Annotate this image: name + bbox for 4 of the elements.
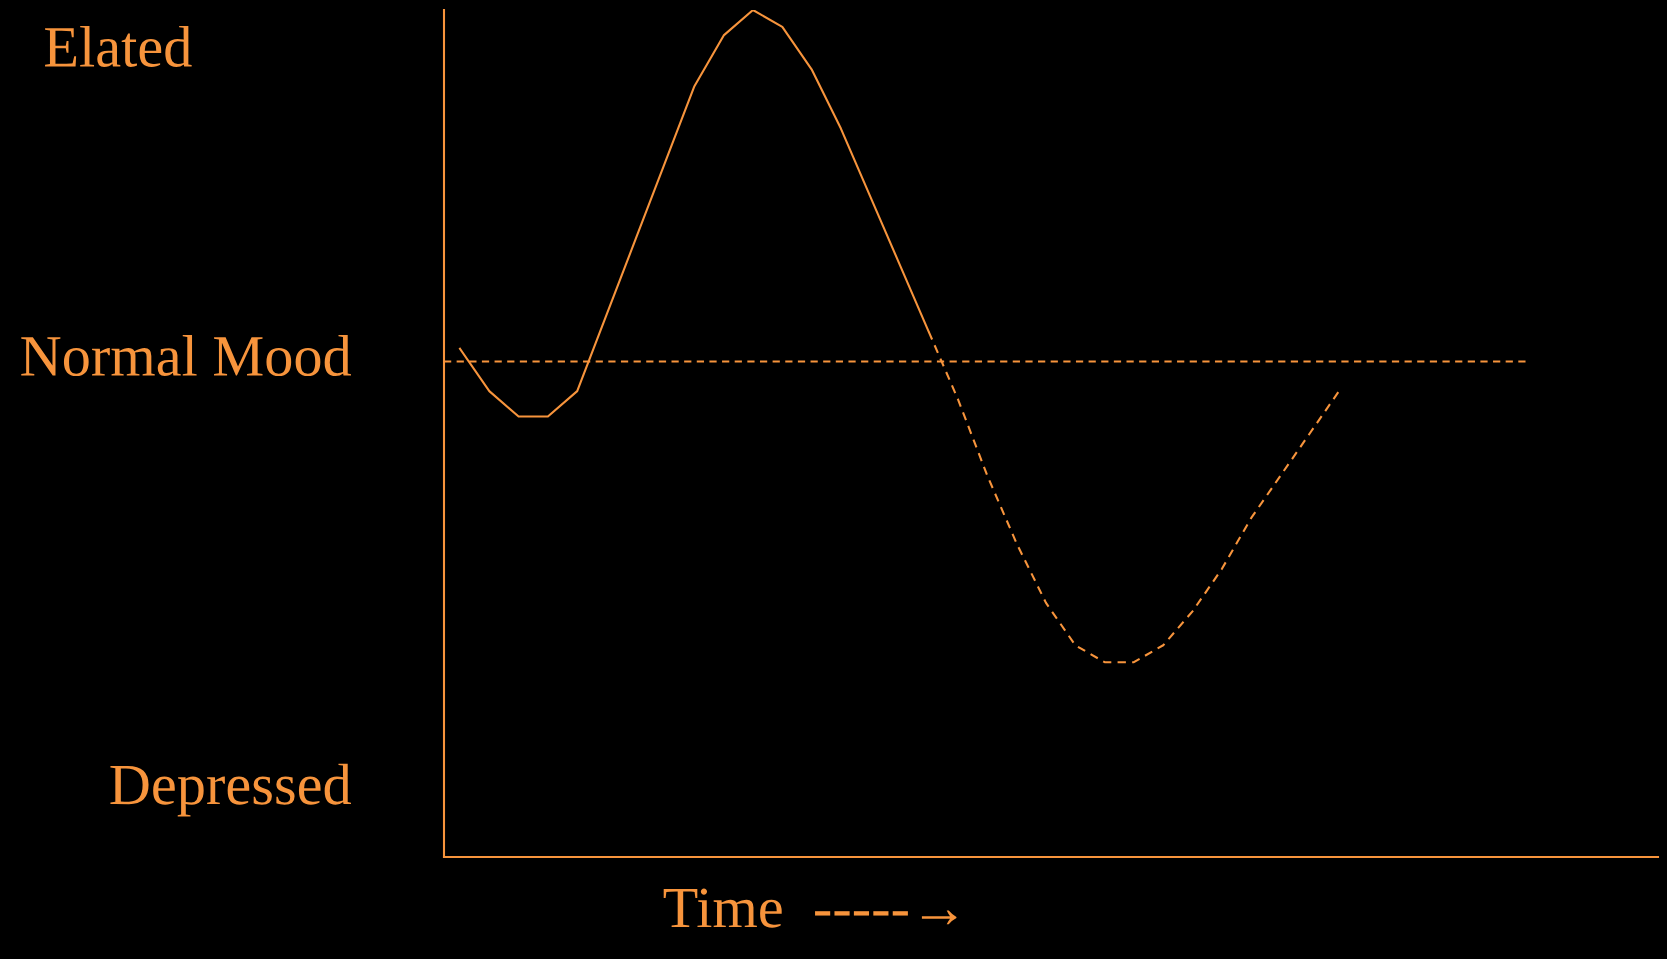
text: Elated	[45, 25, 192, 67]
text: Depressed	[110, 763, 352, 817]
x-axis-title: Time -----→	[663, 888, 957, 928]
ref-line-label: Normal Mood	[21, 335, 352, 377]
